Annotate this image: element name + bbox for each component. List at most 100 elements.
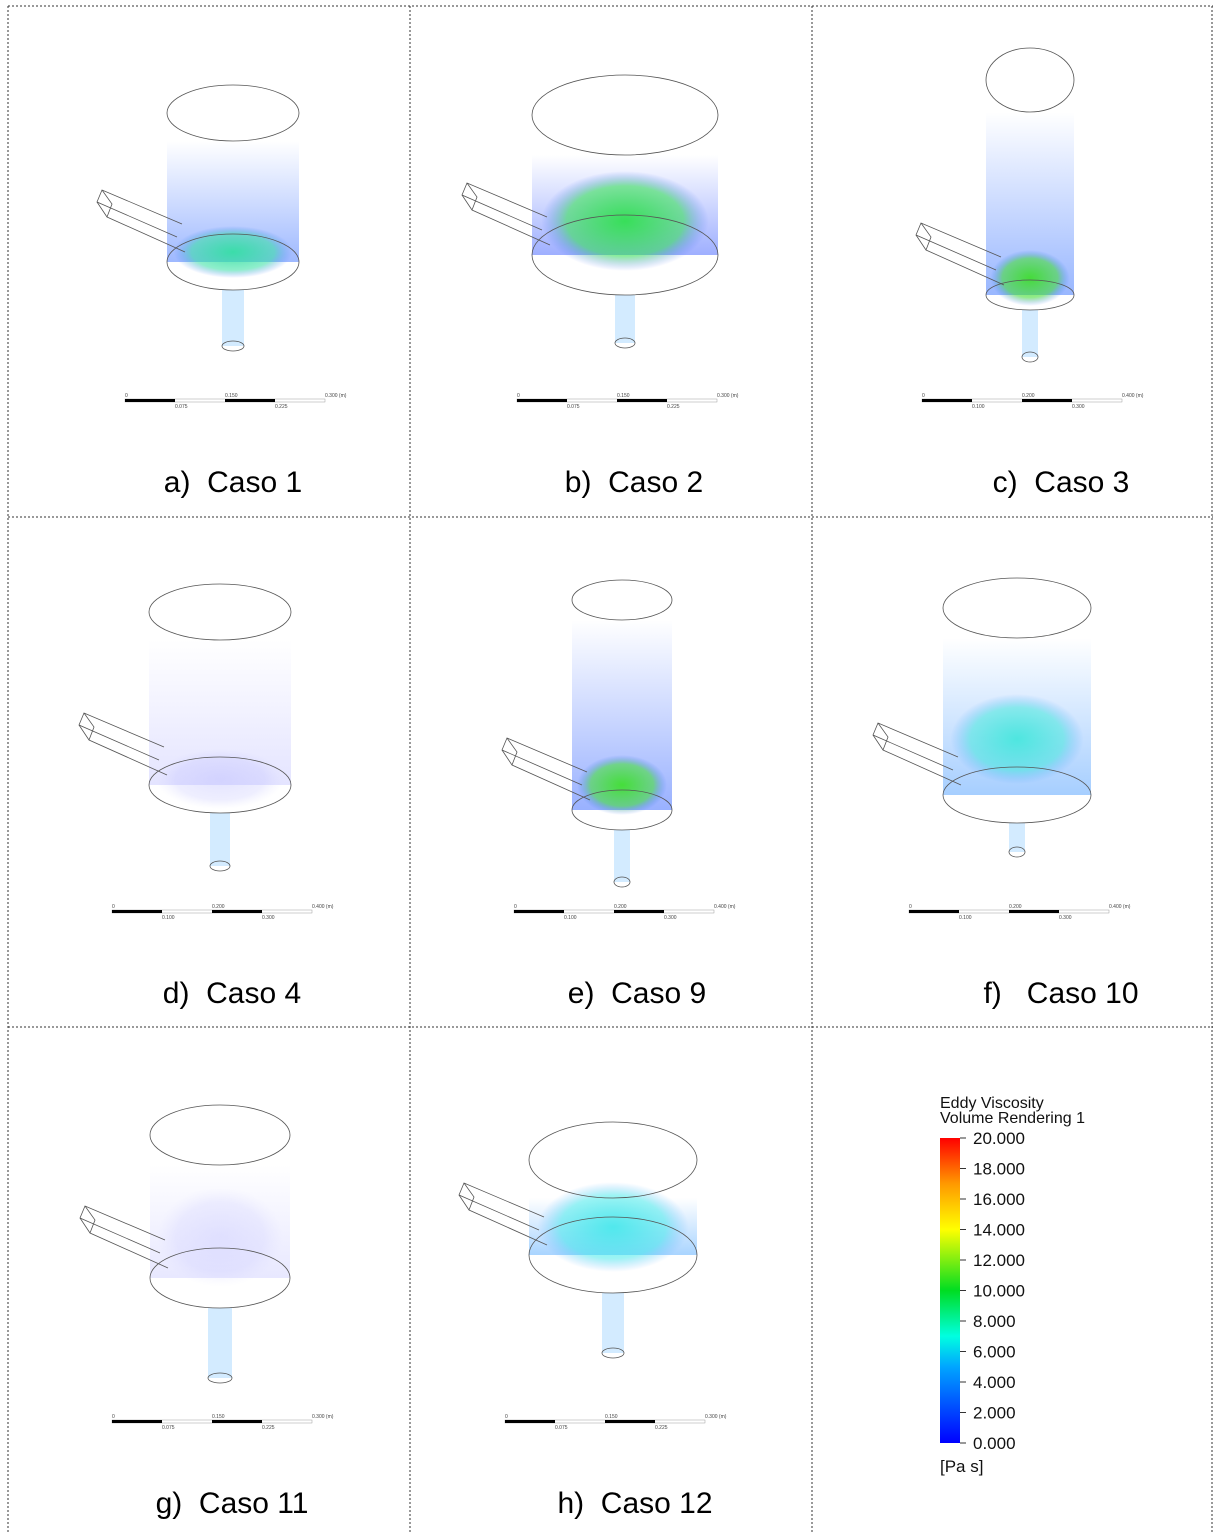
outlet-flow	[1022, 310, 1038, 357]
scale-segment	[212, 1420, 262, 1423]
colorbar-tick-label: 14.000	[973, 1221, 1025, 1240]
scale-label: 0.100	[162, 915, 175, 921]
panel-caption: e) Caso 9	[568, 977, 706, 1010]
scale-label: 0.200	[1009, 904, 1022, 910]
scale-label: 0.075	[567, 404, 580, 410]
colorbar-tick-label: 0.000	[973, 1434, 1016, 1453]
colorbar-tick-label: 8.000	[973, 1312, 1016, 1331]
volume-core	[577, 755, 667, 815]
scale-label: 0.225	[262, 1425, 275, 1431]
scale-label: 0	[517, 393, 520, 399]
outlet-flow	[222, 290, 244, 346]
scale-label: 0.225	[667, 404, 680, 410]
scale-label: 0.200	[614, 904, 627, 910]
scale-segment	[909, 910, 959, 913]
outlet-flow	[208, 1308, 232, 1378]
scale-label: 0	[514, 904, 517, 910]
scale-label: 0.100	[972, 404, 985, 410]
scale-label: 0.150	[212, 1414, 225, 1420]
volume-core	[990, 250, 1069, 306]
panel-caption: g) Caso 11	[156, 1487, 309, 1520]
scale-segment	[225, 399, 275, 402]
scale-label: 0.200	[212, 904, 225, 910]
outlet-flow	[210, 813, 230, 866]
tank-top	[943, 578, 1091, 638]
scale-label: 0.075	[162, 1425, 175, 1431]
outlet-flow	[614, 830, 630, 882]
colorbar-tick-label: 16.000	[973, 1190, 1025, 1209]
scale-label: 0.400 (m)	[312, 904, 334, 910]
colorbar-tick-label: 20.000	[973, 1129, 1025, 1148]
tank-top	[149, 584, 291, 640]
scale-segment	[922, 399, 972, 402]
scale-label: 0.150	[617, 393, 630, 399]
colorbar-subtitle: Volume Rendering 1	[940, 1110, 1085, 1127]
scale-label: 0	[505, 1414, 508, 1420]
volume-core	[537, 1182, 688, 1272]
scale-label: 0.150	[605, 1414, 618, 1420]
colorbar-tick-label: 6.000	[973, 1343, 1016, 1362]
volume-core	[541, 171, 708, 271]
scale-label: 0	[922, 393, 925, 399]
volume-core	[157, 1187, 283, 1287]
scale-label: 0.400 (m)	[714, 904, 736, 910]
colorbar-tick-label: 4.000	[973, 1373, 1016, 1392]
colorbar-gradient	[940, 1138, 960, 1443]
volume-core	[156, 749, 284, 809]
panel-caption: f) Caso 10	[983, 977, 1138, 1010]
scale-label: 0.300	[1072, 404, 1085, 410]
panel: 0 0.150 0.300 (m) 0.075 0.225 b) Caso 2	[462, 75, 739, 499]
scale-label: 0.150	[225, 393, 238, 399]
scale-label: 0.300	[664, 915, 677, 921]
scale-bar: 0 0.150 0.300 (m) 0.075 0.225	[517, 393, 739, 410]
panel: 0 0.150 0.300 (m) 0.075 0.225 h) Caso 12	[459, 1122, 727, 1520]
scale-segment	[614, 910, 664, 913]
scale-label: 0.300 (m)	[705, 1414, 727, 1420]
scale-label: 0.300	[1059, 915, 1072, 921]
figure: Eddy Viscosity Volume Rendering 1 [Pa s]…	[0, 0, 1213, 1534]
colorbar-tick-label: 18.000	[973, 1160, 1025, 1179]
colorbar-tick-label: 2.000	[973, 1404, 1016, 1423]
colorbar-legend: Eddy Viscosity Volume Rendering 1 [Pa s]…	[940, 1095, 1085, 1476]
panel: 00.2000.400 (m)0.1000.300f) Caso 10	[873, 578, 1139, 1010]
scale-label: 0.225	[275, 404, 288, 410]
scale-bar: 0 0.200 0.400 (m) 0.100 0.300	[514, 904, 736, 921]
scale-bar: 00.2000.400 (m)0.1000.300	[112, 904, 334, 921]
scale-segment	[605, 1420, 655, 1423]
panel-caption: c) Caso 3	[993, 466, 1130, 499]
tank-top	[986, 48, 1074, 112]
volume-core	[950, 694, 1083, 784]
scale-label: 0	[125, 393, 128, 399]
scale-label: 0.100	[959, 915, 972, 921]
tank-top	[167, 85, 299, 141]
scale-label: 0.300 (m)	[717, 393, 739, 399]
colorbar-tick-label: 10.000	[973, 1282, 1025, 1301]
scale-label: 0.075	[555, 1425, 568, 1431]
panel-caption: d) Caso 4	[163, 977, 301, 1010]
colorbar-unit: [Pa s]	[940, 1457, 983, 1476]
outlet-flow	[1009, 823, 1025, 852]
scale-label: 0.300	[262, 915, 275, 921]
scale-label: 0.225	[655, 1425, 668, 1431]
tank-top	[572, 580, 672, 620]
outlet-flow	[602, 1293, 624, 1353]
scale-segment	[112, 1420, 162, 1423]
panel: 00.1500.300 (m)0.0750.225g) Caso 11	[80, 1105, 334, 1520]
scale-label: 0	[112, 1414, 115, 1420]
colorbar-tick-label: 12.000	[973, 1251, 1025, 1270]
scale-label: 0.400 (m)	[1109, 904, 1131, 910]
tank-top	[532, 75, 718, 155]
scale-segment	[514, 910, 564, 913]
outlet-flow	[615, 295, 635, 343]
panel-caption: b) Caso 2	[565, 466, 703, 499]
scale-segment	[1009, 910, 1059, 913]
scale-segment	[505, 1420, 555, 1423]
scale-label: 0.075	[175, 404, 188, 410]
panel-caption: h) Caso 12	[557, 1487, 712, 1520]
scale-label: 0.100	[564, 915, 577, 921]
